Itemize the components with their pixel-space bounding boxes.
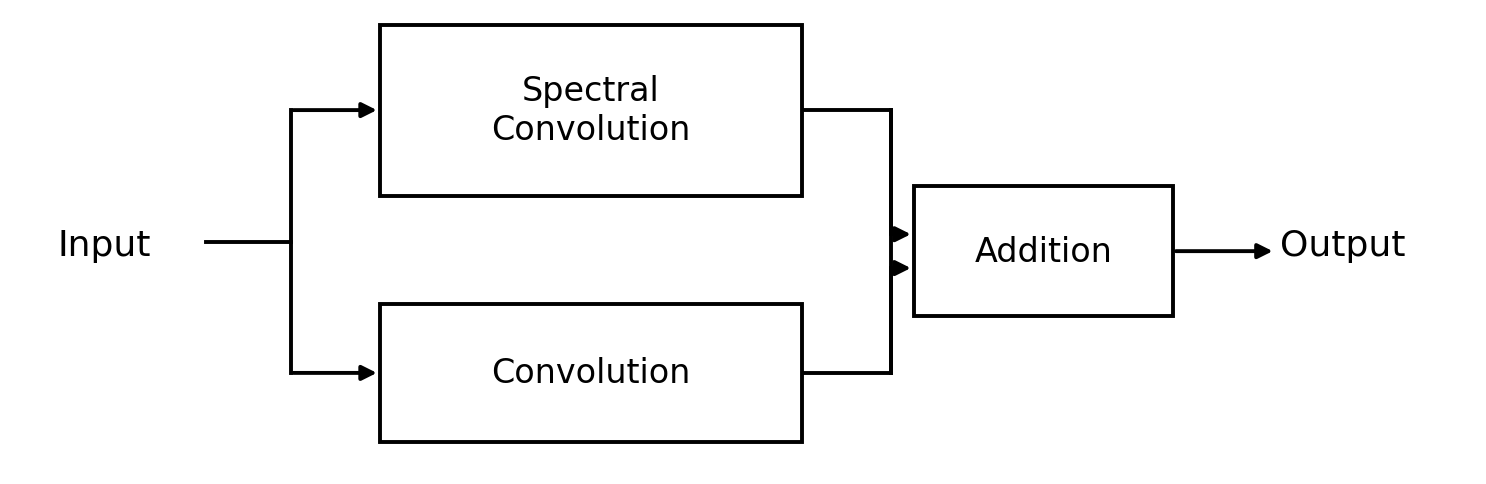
Text: Spectral
Convolution: Spectral Convolution (492, 76, 691, 146)
Text: Output: Output (1279, 228, 1406, 262)
FancyBboxPatch shape (379, 26, 802, 197)
Text: Addition: Addition (975, 235, 1113, 268)
Text: Convolution: Convolution (492, 357, 691, 390)
FancyBboxPatch shape (379, 304, 802, 442)
Text: Input: Input (58, 228, 152, 262)
FancyBboxPatch shape (914, 187, 1172, 317)
